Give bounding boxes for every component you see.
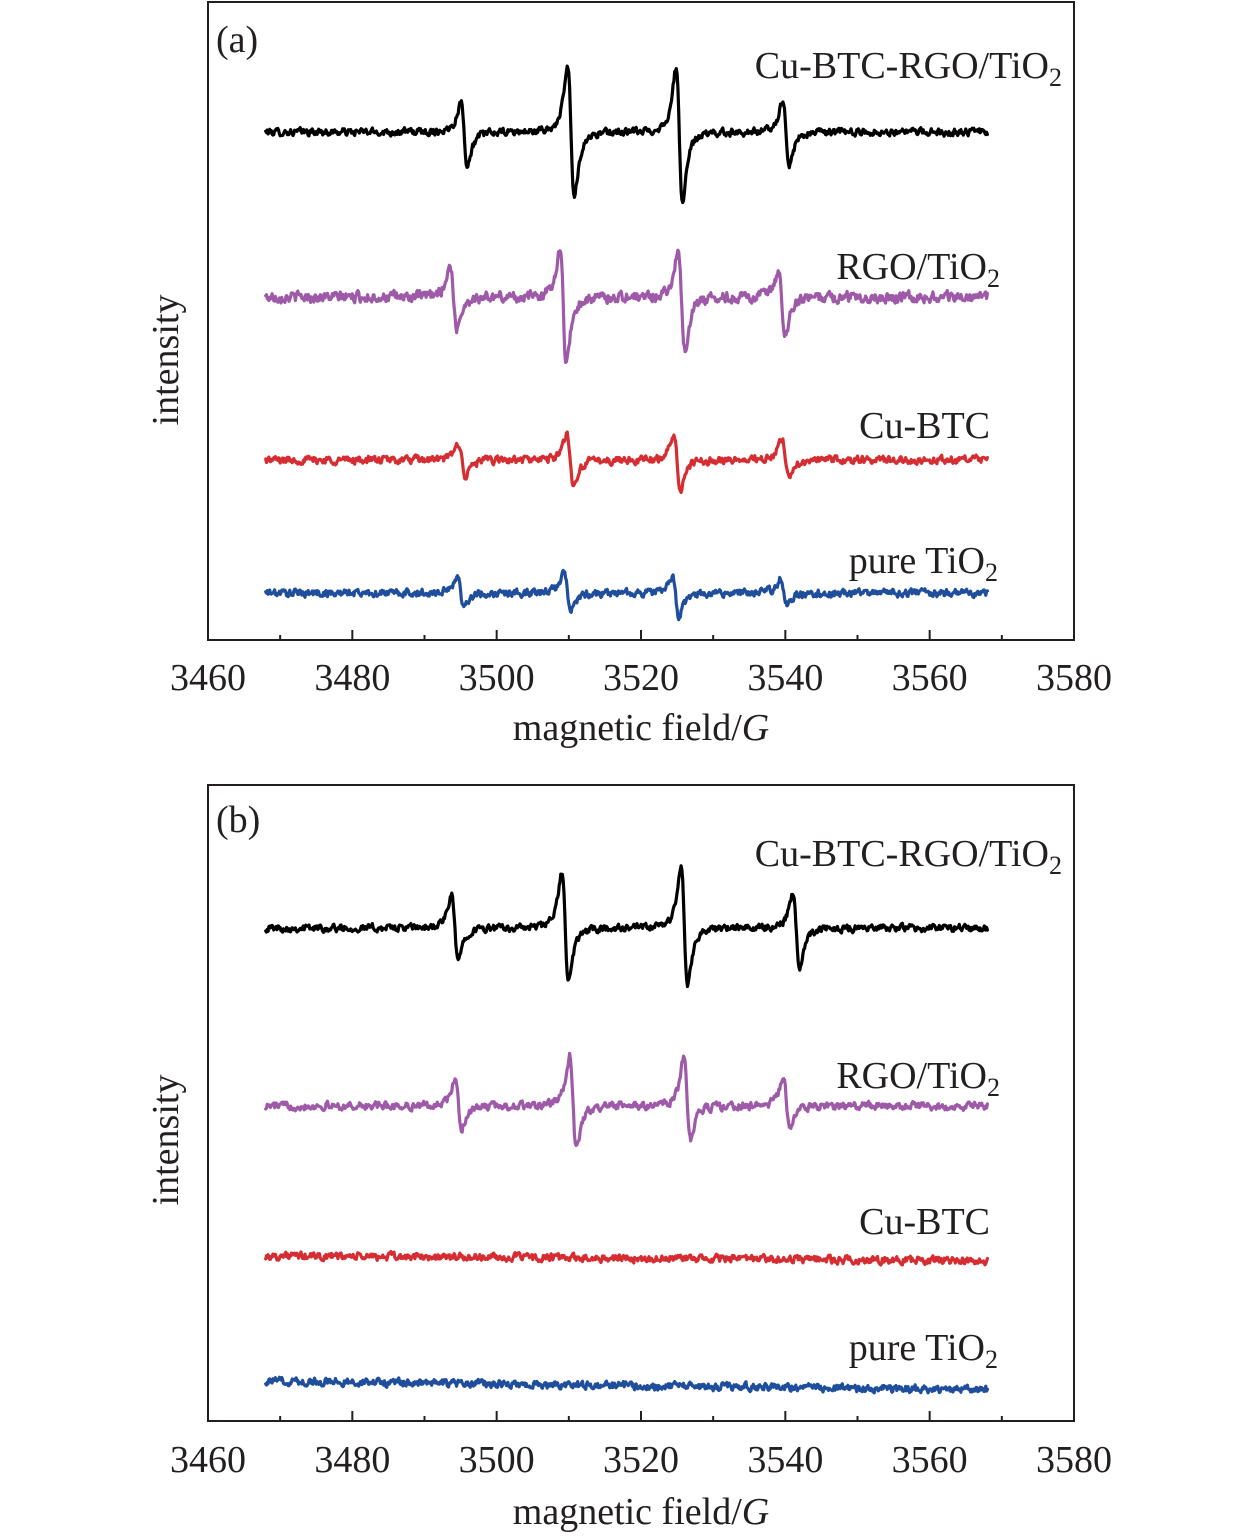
series-label-subscript: 2 xyxy=(985,1345,998,1374)
panel-b-label: (b) xyxy=(216,799,260,841)
series-label-subscript: 2 xyxy=(987,264,1000,293)
panel-a-traces xyxy=(264,64,989,622)
panel-b-x-ticks: 3460 3480 3500 3520 3540 3560 3580 xyxy=(170,1411,1112,1481)
series-label: Cu-BTC-RGO/TiO2 xyxy=(755,45,1062,92)
x-tick-label: 3460 xyxy=(170,1439,246,1481)
series-label-subscript: 2 xyxy=(985,558,998,587)
series-line xyxy=(264,864,989,989)
panel-a-x-axis-label: magnetic field/G xyxy=(513,707,769,749)
x-tick-label: 3520 xyxy=(603,1439,679,1481)
series-label: RGO/TiO2 xyxy=(836,1055,1000,1102)
series-label-text: RGO/TiO xyxy=(836,1055,987,1097)
x-tick-label: 3480 xyxy=(314,657,390,699)
series-line xyxy=(264,1250,989,1267)
x-tick-label: 3580 xyxy=(1036,657,1112,699)
x-tick-label: 3500 xyxy=(459,1439,535,1481)
series-line xyxy=(264,1375,989,1395)
x-tick-label: 3560 xyxy=(892,1439,968,1481)
panel-a-x-axis-label-text: magnetic field/ xyxy=(513,707,742,749)
series-label: Cu-BTC xyxy=(859,405,990,447)
panel-b-x-axis-unit: G xyxy=(742,1491,769,1533)
series-label: pure TiO2 xyxy=(849,1327,998,1374)
panel-b: (b) intensity magnetic field/G 3460 3480 3… xyxy=(145,784,1112,1533)
x-tick-label: 3580 xyxy=(1036,1439,1112,1481)
x-tick-label: 3500 xyxy=(459,657,535,699)
panel-a-x-ticks: 3460 3480 3500 3520 3540 3560 3580 xyxy=(170,630,1112,699)
series-label: pure TiO2 xyxy=(849,540,998,587)
series-label-subscript: 2 xyxy=(1049,851,1062,880)
series-label-subscript: 2 xyxy=(987,1073,1000,1102)
series-label-text: Cu-BTC xyxy=(859,1201,990,1243)
panel-a-y-axis-label: intensity xyxy=(145,295,187,426)
series-label-text: RGO/TiO xyxy=(836,246,987,288)
x-tick-label: 3520 xyxy=(603,657,679,699)
x-tick-label: 3560 xyxy=(892,657,968,699)
panel-b-x-axis-label: magnetic field/G xyxy=(513,1491,769,1533)
panel-b-x-axis-label-text: magnetic field/ xyxy=(513,1491,742,1533)
panel-b-traces xyxy=(264,864,989,1395)
panel-a: (a) intensity magnetic field/G 3460 3480 3… xyxy=(145,1,1112,749)
series-label-text: pure TiO xyxy=(849,1327,985,1369)
series-line xyxy=(264,64,989,205)
series-line xyxy=(264,248,989,364)
series-label: Cu-BTC-RGO/TiO2 xyxy=(755,833,1062,880)
panel-a-label: (a) xyxy=(216,19,258,61)
series-label-text: Cu-BTC-RGO/TiO xyxy=(755,45,1049,87)
series-line xyxy=(264,1051,989,1147)
panel-b-y-axis-label: intensity xyxy=(145,1075,187,1206)
series-label-subscript: 2 xyxy=(1049,63,1062,92)
panel-a-x-axis-unit: G xyxy=(742,707,769,749)
x-tick-label: 3480 xyxy=(314,1439,390,1481)
series-label-text: Cu-BTC-RGO/TiO xyxy=(755,833,1049,875)
series-label-text: Cu-BTC xyxy=(859,405,990,447)
x-tick-label: 3540 xyxy=(747,1439,823,1481)
series-label: Cu-BTC xyxy=(859,1201,990,1243)
series-label: RGO/TiO2 xyxy=(836,246,1000,293)
x-tick-label: 3540 xyxy=(747,657,823,699)
series-line xyxy=(264,568,989,622)
series-line xyxy=(264,430,989,495)
x-tick-label: 3460 xyxy=(170,657,246,699)
series-label-text: pure TiO xyxy=(849,540,985,582)
